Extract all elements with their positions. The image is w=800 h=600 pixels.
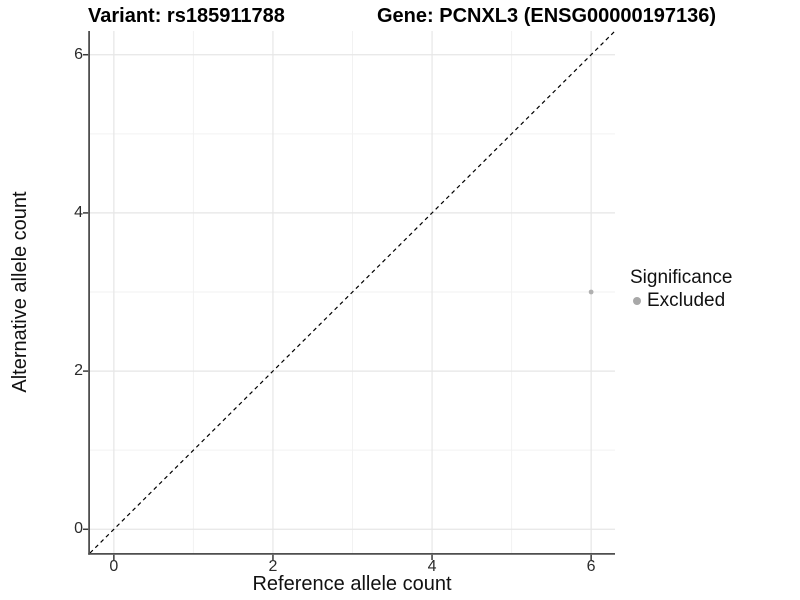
x-axis-label: Reference allele count: [252, 573, 452, 595]
data-point: [588, 289, 594, 295]
y-tick-label: 4: [74, 203, 83, 221]
x-tick-label: 0: [109, 558, 119, 575]
title-gene: Gene: PCNXL3 (ENSG00000197136): [377, 5, 717, 27]
legend-key-dot-icon: [633, 296, 641, 305]
x-tick-label: 2: [268, 558, 278, 575]
legend: Significance Excluded: [630, 268, 732, 311]
legend-title: Significance: [630, 267, 733, 288]
legend-item-label: Excluded: [647, 289, 726, 311]
y-tick-label: 6: [74, 45, 83, 63]
x-tick-label: 6: [586, 558, 596, 575]
x-tick-label: 4: [427, 558, 437, 575]
title-variant: Variant: rs185911788: [88, 5, 285, 27]
legend-item: Excluded: [630, 289, 732, 311]
identity-reference-line: [89, 30, 616, 554]
y-tick-label: 2: [74, 362, 83, 380]
y-tick-label: 0: [74, 520, 83, 538]
